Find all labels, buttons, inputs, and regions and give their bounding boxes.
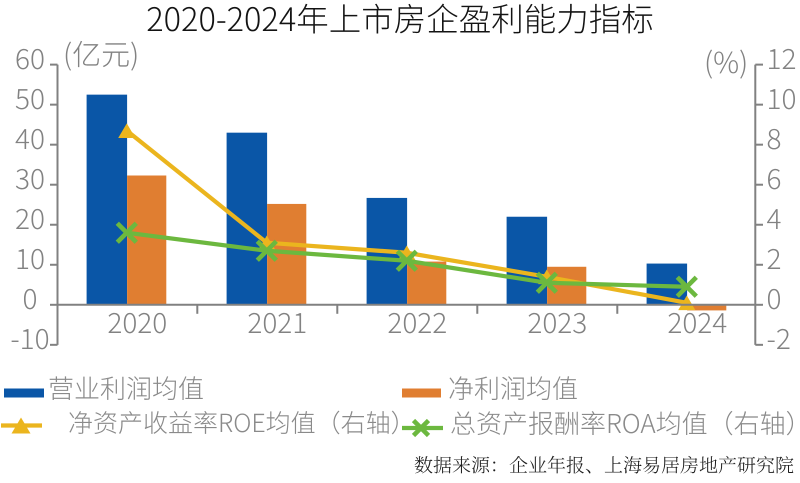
roa-marker-2020: [115, 221, 138, 244]
left-axis-tick-label-20: 20: [15, 198, 45, 239]
right-axis-tick-label-12: 12: [766, 38, 797, 79]
right-axis-tick-label--2: -2: [766, 318, 791, 359]
right-axis-tick-label-0: 0: [766, 278, 782, 319]
x-axis-label-2022: 2022: [387, 302, 448, 342]
roa-marker-2021: [255, 239, 278, 262]
operating-profit-bar-swatch: [4, 388, 44, 398]
right-axis-tick-label-2: 2: [766, 238, 782, 279]
chart-title: 2020-2024年上市房企盈利能力指标: [146, 0, 654, 42]
left-axis-tick-label-0: 0: [22, 278, 38, 319]
right-axis-tick-label-6: 6: [766, 158, 782, 199]
left-axis-tick-label-40: 40: [15, 118, 45, 159]
roa-marker-2024: [675, 275, 698, 298]
left-axis-unit-label: (亿元): [63, 32, 140, 74]
data-source-note: 数据来源：企业年报、上海易居房地产研究院: [413, 451, 794, 478]
roa-marker-2023: [535, 271, 558, 294]
net-profit-swatch-rect: [402, 388, 441, 398]
legend-label-roe: 净资产收益率ROE均值（右轴）: [68, 404, 416, 441]
right-axis-tick-label-10: 10: [766, 78, 797, 119]
right-axis-unit-label: (%): [704, 40, 749, 82]
x-axis-label-2021: 2021: [247, 302, 308, 342]
net-profit-bar-swatch: [402, 388, 441, 398]
left-axis-tick-label--10: -10: [10, 318, 50, 359]
x-axis-label-2020: 2020: [107, 302, 168, 342]
roa-marker-2022: [395, 249, 418, 272]
operating-profit-swatch-rect: [4, 388, 44, 398]
x-axis-label-2023: 2023: [527, 302, 588, 342]
left-axis-tick-label-50: 50: [15, 78, 45, 119]
legend-label-roa: 总资产报酬率ROA均值（右轴）: [450, 403, 800, 441]
roa-swatch-x-marker: [411, 418, 431, 438]
roa-line-swatch: [402, 418, 443, 438]
right-axis-tick-label-8: 8: [766, 118, 782, 159]
bar-net-profit-2024: [687, 304, 727, 311]
legend-label-operating-profit: 营业利润均值: [48, 369, 205, 407]
right-axis-tick-label-4: 4: [766, 198, 782, 239]
bar-operating-profit-2020: [86, 94, 128, 305]
left-axis-tick-label-60: 60: [15, 38, 45, 79]
roe-marker-2024: [678, 295, 696, 311]
roe-line-swatch: [1, 417, 42, 434]
roe-swatch-triangle-marker: [11, 417, 31, 434]
left-axis-tick-label-10: 10: [15, 238, 45, 279]
bar-operating-profit-2021: [226, 132, 268, 305]
roa-swatch-x-stroke: [411, 418, 431, 438]
left-axis-tick-label-30: 30: [15, 158, 45, 199]
x-axis-label-2024: 2024: [667, 302, 728, 342]
roe-marker-2020: [118, 123, 136, 138]
legend-label-net-profit: 净利润均值: [448, 369, 579, 407]
